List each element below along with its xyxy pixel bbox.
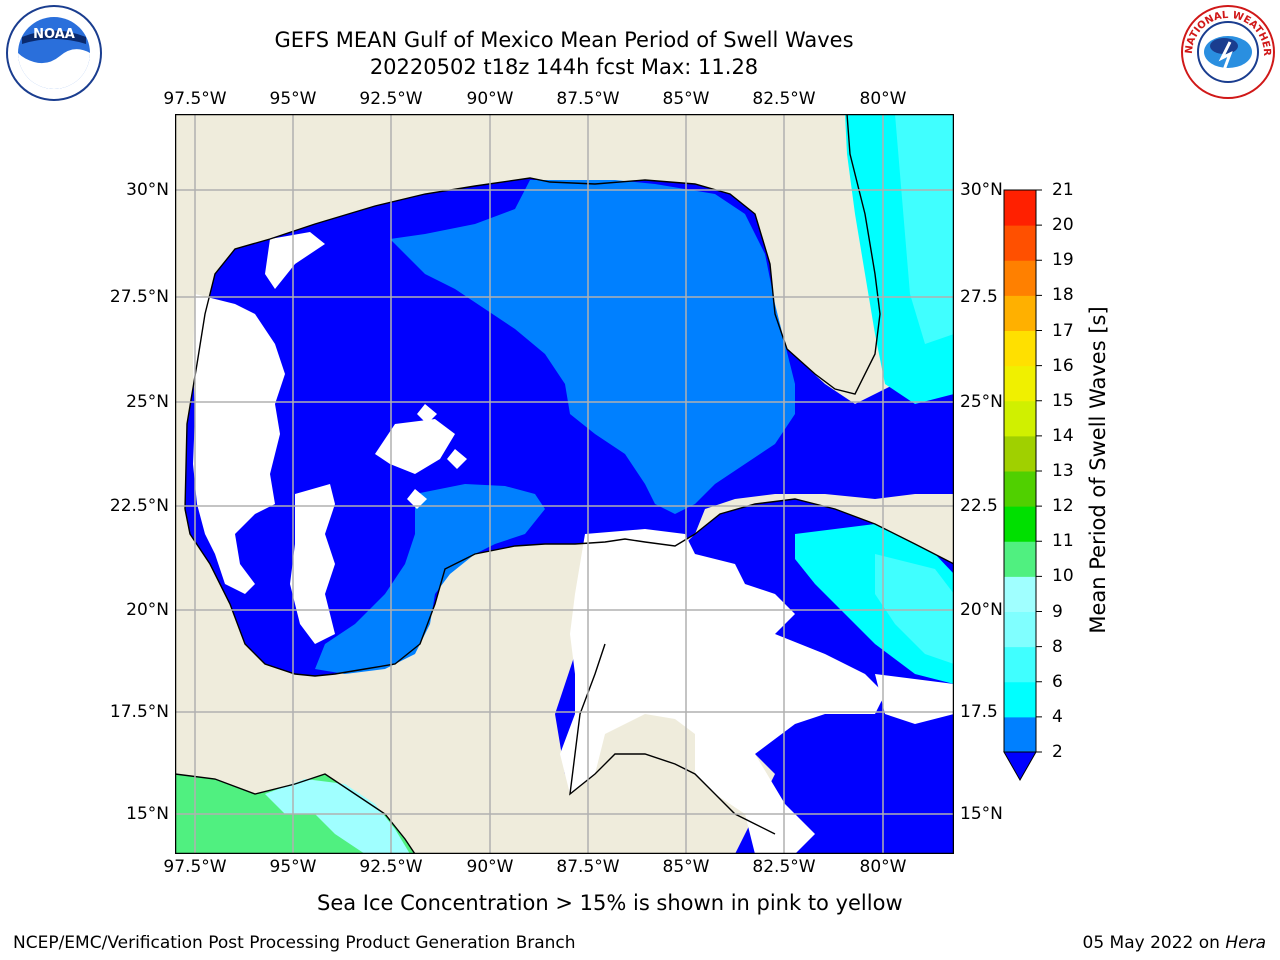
footer-date: 05 May 2022 on Hera [1083, 933, 1267, 953]
colorbar-tick-label: 8 [1052, 636, 1063, 657]
sea-ice-note: Sea Ice Concentration > 15% is shown in … [317, 891, 903, 915]
lat-label-left: 25°N [126, 392, 169, 412]
lon-label-top: 82.5°W [752, 89, 816, 109]
map-frame [175, 114, 954, 854]
colorbar-tick-label: 18 [1052, 285, 1074, 306]
lon-label-bottom: 90°W [466, 857, 514, 877]
coastlines [175, 114, 954, 854]
lat-label-right: 20°N [960, 600, 1003, 620]
colorbar-segment [1004, 681, 1036, 718]
lon-label-top: 92.5°W [359, 89, 423, 109]
lon-label-top: 80°W [859, 89, 907, 109]
colorbar-segment [1004, 646, 1036, 683]
colorbar-segment [1004, 260, 1036, 296]
lat-label-right: 27.5 [960, 287, 998, 307]
lat-label-right: 22.5 [960, 496, 998, 516]
lon-label-top: 95°W [269, 89, 317, 109]
colorbar-segment [1004, 471, 1036, 507]
colorbar [1003, 189, 1042, 782]
lon-label-bottom: 82.5°W [752, 857, 816, 877]
lon-label-top: 90°W [466, 89, 514, 109]
lon-label-bottom: 85°W [662, 857, 710, 877]
colorbar-segment [1004, 611, 1036, 648]
colorbar-tick-label: 19 [1052, 250, 1074, 271]
colorbar-segment [1004, 330, 1036, 367]
noaa-logo: NOAA [6, 5, 102, 101]
colorbar-tick-label: 10 [1052, 566, 1074, 587]
colorbar-label: Mean Period of Swell Waves [s] [1086, 306, 1110, 634]
colorbar-segment [1004, 435, 1036, 472]
colorbar-tick-label: 2 [1052, 742, 1063, 762]
colorbar-tick-label: 14 [1052, 425, 1074, 446]
colorbar-tick-label: 21 [1052, 180, 1074, 200]
lat-label-left: 20°N [126, 600, 169, 620]
colorbar-segment [1004, 190, 1036, 226]
colorbar-tick-label: 17 [1052, 320, 1074, 341]
colorbar-tick-label: 11 [1052, 531, 1074, 552]
colorbar-segment [1004, 295, 1036, 331]
chart-title: GEFS MEAN Gulf of Mexico Mean Period of … [274, 28, 854, 52]
lon-label-top: 85°W [662, 89, 710, 109]
lat-label-left: 27.5°N [109, 287, 169, 307]
lat-label-right: 30°N [960, 180, 1003, 200]
lon-label-top: 87.5°W [556, 89, 620, 109]
chart-subtitle: 20220502 t18z 144h fcst Max: 11.28 [369, 55, 759, 79]
colorbar-segment [1004, 400, 1036, 437]
colorbar-segment [1004, 225, 1036, 261]
colorbar-tick-label: 6 [1052, 671, 1063, 692]
colorbar-segment [1004, 576, 1036, 612]
lon-label-top: 97.5°W [163, 89, 227, 109]
colorbar-tick-label: 13 [1052, 461, 1074, 481]
lat-label-left: 15°N [126, 804, 169, 824]
colorbar-tick-label: 16 [1052, 355, 1074, 376]
lat-label-right: 15°N [960, 804, 1003, 824]
lon-label-bottom: 95°W [269, 857, 317, 877]
colorbar-tick-label: 15 [1052, 390, 1074, 411]
noaa-logo-text: NOAA [33, 27, 75, 42]
nws-logo: NATIONAL WEATHER SERVICE [1178, 2, 1275, 99]
footer-credit: NCEP/EMC/Verification Post Processing Pr… [13, 933, 576, 953]
colorbar-tick-label: 9 [1052, 601, 1063, 622]
colorbar-tick-label: 12 [1052, 496, 1074, 517]
colorbar-segment [1004, 716, 1036, 753]
graticule [175, 114, 954, 854]
lat-label-left: 30°N [126, 180, 169, 200]
colorbar-segment [1004, 541, 1036, 577]
colorbar-segment [1004, 506, 1036, 542]
lat-label-left: 22.5°N [109, 496, 169, 516]
lat-label-right: 17.5 [960, 702, 998, 722]
central-gulf-plume [390, 180, 795, 514]
lon-label-bottom: 87.5°W [556, 857, 620, 877]
gulf-map [175, 114, 954, 854]
colorbar-segment [1004, 365, 1036, 402]
lon-label-bottom: 80°W [859, 857, 907, 877]
lat-label-left: 17.5°N [109, 702, 169, 722]
colorbar-tick-label: 4 [1052, 706, 1063, 727]
colorbar-tick-label: 20 [1052, 215, 1074, 236]
lon-label-bottom: 92.5°W [359, 857, 423, 877]
lat-label-right: 25°N [960, 392, 1003, 412]
footer-machine: Hera [1225, 933, 1266, 953]
footer-date-text: 05 May 2022 on [1082, 933, 1226, 953]
lon-label-bottom: 97.5°W [163, 857, 227, 877]
colorbar-under-arrow [1003, 751, 1037, 782]
